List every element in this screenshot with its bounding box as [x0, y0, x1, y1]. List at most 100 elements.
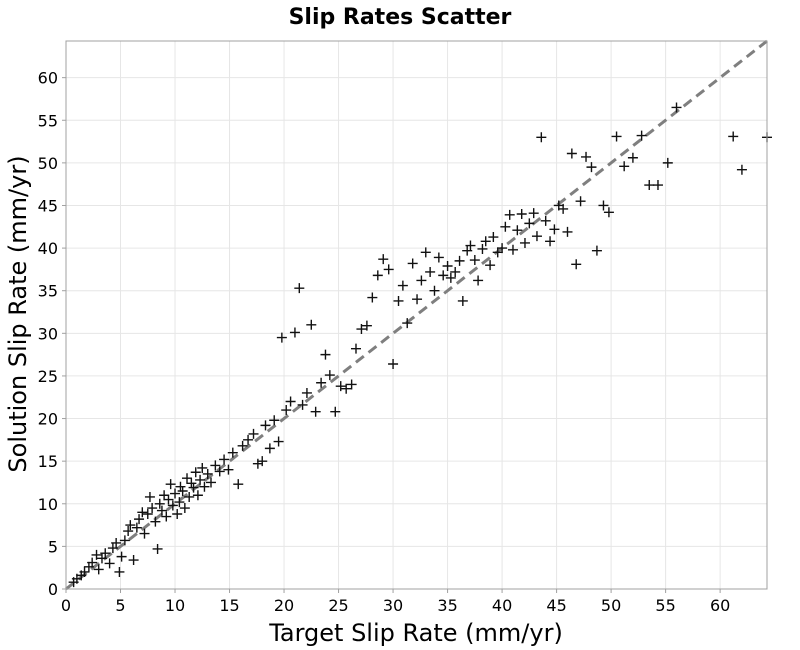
- x-tick-label: 40: [492, 596, 512, 615]
- data-point: [485, 260, 496, 271]
- data-point: [540, 215, 551, 226]
- data-point: [93, 564, 104, 575]
- x-tick-label: 50: [601, 596, 621, 615]
- data-point: [163, 494, 174, 505]
- data-point: [335, 381, 346, 392]
- data-point: [192, 490, 203, 501]
- data-point: [306, 319, 317, 330]
- data-point: [492, 247, 503, 258]
- y-tick-label: 15: [38, 452, 58, 471]
- data-point: [227, 447, 238, 458]
- data-point: [412, 294, 423, 305]
- data-point: [488, 232, 499, 243]
- data-point: [433, 252, 444, 263]
- data-point: [497, 243, 508, 254]
- x-tick-label: 60: [710, 596, 730, 615]
- data-point: [139, 528, 150, 539]
- x-tick-label: 45: [546, 596, 566, 615]
- data-point: [202, 468, 213, 479]
- data-point: [341, 383, 352, 394]
- y-tick-label: 0: [48, 580, 58, 599]
- data-point: [87, 557, 98, 568]
- data-point: [549, 224, 560, 235]
- y-tick-label: 10: [38, 495, 58, 514]
- data-point: [393, 295, 404, 306]
- data-point: [372, 270, 383, 281]
- data-point: [566, 148, 577, 159]
- data-point: [199, 481, 210, 492]
- data-point: [301, 387, 312, 398]
- data-point: [233, 479, 244, 490]
- data-point: [125, 520, 136, 531]
- data-point: [175, 481, 186, 492]
- data-point: [450, 266, 461, 277]
- data-point: [264, 443, 275, 454]
- data-point: [671, 102, 682, 113]
- data-point: [197, 462, 208, 473]
- data-point: [524, 218, 535, 229]
- data-point: [96, 553, 107, 564]
- data-point: [356, 324, 367, 335]
- data-point: [123, 526, 134, 537]
- y-tick-label: 40: [38, 239, 58, 258]
- data-point: [131, 522, 142, 533]
- data-point: [91, 549, 102, 560]
- data-point: [165, 479, 176, 490]
- x-tick-label: 15: [219, 596, 239, 615]
- data-point: [454, 255, 465, 266]
- data-point: [273, 436, 284, 447]
- data-point: [516, 209, 527, 220]
- data-point: [114, 566, 125, 577]
- data-point: [736, 164, 747, 175]
- data-point: [257, 456, 268, 467]
- data-point: [281, 405, 292, 416]
- data-point: [581, 151, 592, 162]
- data-point: [195, 474, 206, 485]
- y-tick-label: 20: [38, 410, 58, 429]
- data-point: [219, 454, 230, 465]
- data-point: [562, 226, 573, 237]
- data-point: [361, 320, 372, 331]
- data-point: [182, 473, 193, 484]
- data-point: [276, 332, 287, 343]
- data-point: [457, 295, 468, 306]
- data-point: [507, 244, 518, 255]
- data-point: [636, 130, 647, 141]
- data-point: [367, 292, 378, 303]
- data-point: [330, 406, 341, 417]
- data-point: [142, 509, 153, 520]
- data-point: [519, 237, 530, 248]
- data-point: [150, 516, 161, 527]
- data-point: [545, 236, 556, 247]
- y-tick-label: 30: [38, 324, 58, 343]
- data-point: [558, 203, 569, 214]
- x-tick-label: 55: [655, 596, 675, 615]
- data-point: [147, 503, 158, 514]
- data-point: [420, 247, 431, 258]
- y-tick-label: 55: [38, 111, 58, 130]
- data-point: [445, 272, 456, 283]
- y-tick-label: 25: [38, 367, 58, 386]
- data-point: [462, 245, 473, 256]
- data-point: [500, 221, 511, 232]
- data-point: [528, 208, 539, 219]
- data-point: [79, 566, 90, 577]
- y-tick-label: 35: [38, 282, 58, 301]
- data-point: [161, 511, 172, 522]
- data-point: [652, 180, 663, 191]
- data-point: [289, 327, 300, 338]
- data-point: [214, 466, 225, 477]
- data-point: [269, 415, 280, 426]
- data-point: [407, 258, 418, 269]
- reference-line: [65, 39, 768, 591]
- data-point: [294, 283, 305, 294]
- data-point: [442, 260, 453, 271]
- data-point: [575, 196, 586, 207]
- data-point: [137, 507, 148, 518]
- data-point: [134, 514, 145, 525]
- data-point: [170, 488, 181, 499]
- data-point: [252, 458, 263, 469]
- data-point: [184, 491, 195, 502]
- data-point: [465, 240, 476, 251]
